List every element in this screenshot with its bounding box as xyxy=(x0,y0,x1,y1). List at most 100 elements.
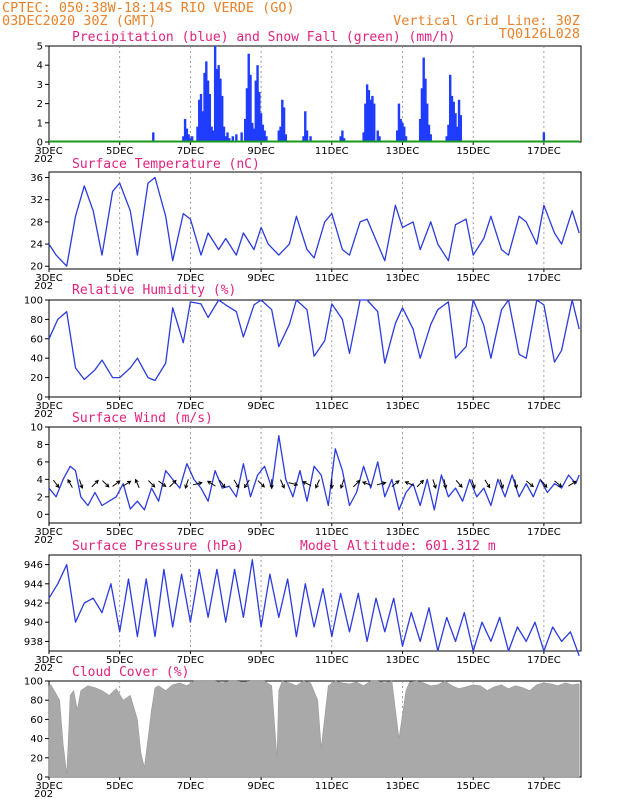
pressure-xtick-label: 13DEC xyxy=(386,655,420,666)
humidity-xtick-label: 9DEC xyxy=(247,401,274,412)
precip-xtick-label: 9DEC xyxy=(247,146,274,157)
precip-bar xyxy=(457,99,461,142)
precip-panel: 0 1 2 3 4 5 3DEC 5DEC 7DEC 9DEC 11DEC 13DEC 15DEC 17D… xyxy=(34,42,582,165)
pressure-panel: 938 940 942 944 946 3DEC 5DEC 7DEC 9DEC 11DEC 13DE… xyxy=(24,554,582,674)
wind-arrow-head xyxy=(486,484,491,489)
pressure-ytick-label: 946 xyxy=(24,560,43,571)
precip-bar xyxy=(403,126,406,142)
precip-bar xyxy=(426,103,429,142)
wind-arrow-shaft xyxy=(443,479,447,489)
wind-arrow-head xyxy=(572,480,577,485)
wind-xtick-label: 13DEC xyxy=(386,527,420,538)
humidity-ytick-label: 40 xyxy=(30,354,43,365)
precip-xtick-label: 7DEC xyxy=(177,146,204,157)
precip-bar xyxy=(251,122,254,142)
wind-arrow-head xyxy=(432,484,437,489)
wind-arrow-shaft xyxy=(122,480,131,487)
wind-arrow xyxy=(554,480,563,488)
pressure-ytick-label: 938 xyxy=(24,637,43,648)
wind-arrow-head xyxy=(244,484,248,489)
pressure-xtick-label: 9DEC xyxy=(247,655,274,666)
precip-bar xyxy=(203,72,206,142)
precip-bar xyxy=(259,113,263,142)
wind-arrow xyxy=(134,478,140,489)
wind-arrow-head xyxy=(499,484,505,489)
humidity-xtick-label: 11DEC xyxy=(315,401,349,412)
precip-ytick-label: 4 xyxy=(37,61,43,72)
temperature-xtick-label: 7DEC xyxy=(177,273,204,284)
precip-bar xyxy=(258,92,261,142)
wind-arrow-shaft xyxy=(67,479,73,488)
humidity-xtick-label: 7DEC xyxy=(177,401,204,412)
cloud-panel: 0 20 40 60 80 100 3DEC 5DEC 7DEC 9DEC 11DEC 13DEC 15… xyxy=(24,677,582,800)
wind-xtick-label: 5DEC xyxy=(106,527,133,538)
wind-arrow-shaft xyxy=(244,479,250,488)
wind-arrow-shaft xyxy=(568,480,577,487)
precip-bar xyxy=(205,61,208,142)
precip-bar xyxy=(422,57,425,142)
cloud-ytick-label: 0 xyxy=(37,773,43,784)
wind-arrow-shaft xyxy=(554,480,562,487)
wind-arrow-shaft xyxy=(147,480,156,488)
temperature-xtick-label: 17DEC xyxy=(527,273,561,284)
precip-bar xyxy=(281,99,284,142)
wind-arrow-head xyxy=(105,483,110,488)
header-grid-note: Vertical Grid Line: 30Z xyxy=(393,13,580,29)
wind-arrow-shaft xyxy=(207,480,216,487)
pressure-ytick-label: 944 xyxy=(24,579,43,590)
wind-arrow-head xyxy=(404,481,409,486)
precip-bar xyxy=(365,84,369,142)
pressure-xtick-label: 7DEC xyxy=(177,655,204,666)
precip-bar xyxy=(420,88,424,142)
header-date: 03DEC2020 30Z (GMT) xyxy=(2,13,156,29)
wind-arrow xyxy=(376,481,387,486)
wind-arrow-shaft xyxy=(219,479,226,488)
pressure-year-fragment: 202 xyxy=(34,663,53,674)
wind-arrow xyxy=(257,480,266,488)
humidity-xtick-label: 15DEC xyxy=(456,401,490,412)
temperature-ytick-label: 36 xyxy=(30,173,43,184)
wind-arrow-shaft xyxy=(484,479,491,488)
wind-series-line xyxy=(48,435,580,511)
wind-arrow xyxy=(184,479,189,489)
wind-arrow xyxy=(361,481,372,486)
pressure-xtick-label: 3DEC xyxy=(35,655,62,666)
wind-arrow xyxy=(169,479,177,488)
humidity-xtick-label: 5DEC xyxy=(106,401,133,412)
wind-arrow-head xyxy=(339,484,344,489)
precip-bar xyxy=(371,95,374,142)
precip-bar xyxy=(459,115,463,142)
wind-arrow xyxy=(206,480,216,487)
precip-bar xyxy=(224,136,227,142)
precip-bar xyxy=(373,103,376,142)
temperature-title: Surface Temperature (nC) xyxy=(72,157,260,172)
wind-arrow-shaft xyxy=(169,480,177,488)
wind-arrow-head xyxy=(315,484,319,489)
precip-bar xyxy=(454,113,457,142)
precip-bar xyxy=(254,80,257,142)
wind-arrow-head xyxy=(235,484,240,489)
pressure-title: Surface Pressure (hPa) xyxy=(72,539,244,554)
wind-arrow xyxy=(244,479,250,489)
wind-arrow-shaft xyxy=(405,481,414,486)
precip-bar xyxy=(309,136,312,142)
wind-ytick-label: 2 xyxy=(37,492,43,503)
wind-arrow-head xyxy=(513,484,519,490)
wind-arrow xyxy=(499,479,505,489)
wind-arrow-shaft xyxy=(391,480,400,487)
precip-bar xyxy=(196,126,199,142)
wind-ytick-label: 6 xyxy=(37,457,43,468)
precip-bar xyxy=(341,130,344,142)
wind-arrow xyxy=(158,480,167,488)
wind-arrow xyxy=(219,479,226,489)
cloud-xtick-label: 15DEC xyxy=(456,781,490,792)
temperature-xtick-label: 3DEC xyxy=(35,273,62,284)
precip-bar xyxy=(208,94,212,142)
wind-arrow-head xyxy=(443,484,448,490)
humidity-xtick-label: 3DEC xyxy=(35,401,62,412)
precip-bar xyxy=(187,134,190,142)
cloud-ytick-label: 20 xyxy=(30,753,43,764)
precip-bar xyxy=(212,130,215,142)
cloud-xtick-label: 11DEC xyxy=(315,781,349,792)
precip-bar xyxy=(342,138,346,142)
